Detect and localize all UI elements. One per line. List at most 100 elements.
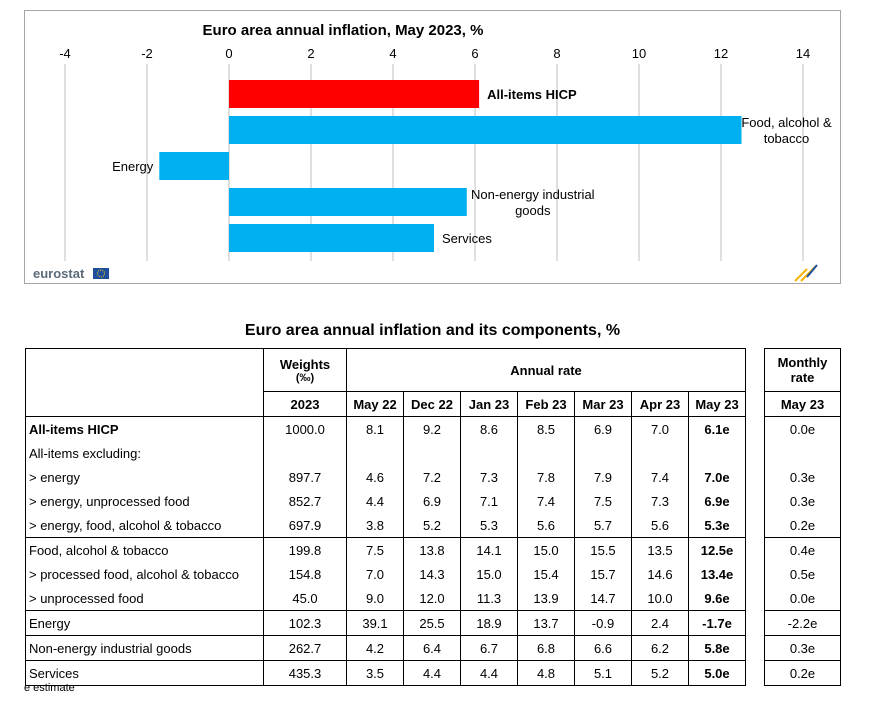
rate-cell: 4.4 [460,660,518,686]
table-row: > energy, unprocessed food 852.7 4.4 6.9 7.1… [25,489,746,513]
rate-cell: 14.3 [403,562,461,586]
rate-cell: 6.1e [688,416,746,441]
monthly-row: 0.2e [764,513,841,538]
rate-cell: 5.8e [688,635,746,661]
rate-cell: 14.6 [631,562,689,586]
monthly-cell: 0.5e [764,562,841,586]
rate-cell: 5.0e [688,660,746,686]
rate-cell: 15.5 [574,537,632,562]
header-blank [25,348,264,417]
header-period: May 23 [688,391,746,417]
weight-cell: 897.7 [263,465,347,489]
weight-cell: 262.7 [263,635,347,661]
weight-cell: 45.0 [263,586,347,611]
rate-cell: 3.5 [346,660,404,686]
footnote: e estimate [24,682,75,694]
rate-cell: -0.9 [574,610,632,636]
header-monthly-rate: Monthly rate [764,348,841,392]
table-row: > energy, food, alcohol & tobacco 697.9 3.… [25,513,746,538]
weight-cell: 435.3 [263,660,347,686]
weight-cell: 102.3 [263,610,347,636]
bar [229,116,742,144]
rate-cell: 7.0 [365,566,385,582]
header-period: Mar 23 [574,391,632,417]
rate-cell: 6.6 [574,635,632,661]
rate-cell [574,441,632,465]
table-row: > unprocessed food 45.0 9.0 12.0 11.3 13.9 14.… [25,586,746,611]
header-monthly-period: May 23 [764,391,841,417]
bar [159,152,229,180]
rate-cell: 15.0 [460,562,518,586]
rate-cell: 8.5 [517,416,575,441]
chart-frame: Euro area annual inflation, May 2023, % -… [24,10,841,284]
rate-cell: 13.7 [517,610,575,636]
rate-cell: 6.4 [403,635,461,661]
rate-cell: 13.9 [517,586,575,611]
eu-flag-icon [93,268,109,279]
rate-cell: 9.6e [688,586,746,611]
bar-label: Food, alcohol & [741,115,832,130]
rate-cell: 2.4 [631,610,689,636]
header-weights-year: 2023 [263,391,347,417]
weight-cell: 852.7 [263,489,347,513]
eurostat-logo: eurostat [33,266,85,281]
tick-label: 10 [632,46,646,61]
monthly-cell: 0.4e [764,537,841,562]
rate-cell: 7.0 [631,416,689,441]
monthly-row: -2.2e [764,610,841,636]
monthly-row: 0.3e [764,635,841,661]
rate-cell: 7.1 [460,489,518,513]
rate-cell: 4.4 [403,660,461,686]
header-period: Jan 23 [460,391,518,417]
monthly-row [764,441,841,465]
rate-cell: 7.9 [574,465,632,489]
rate-cell: 13.5 [631,537,689,562]
row-label: Services [25,660,264,686]
table-row: Energy 102.3 39.1 25.5 18.9 13.7 -0.9 2.4 -1.7e [25,610,746,636]
rate-cell [688,441,746,465]
rate-cell: 6.2 [631,635,689,661]
rate-cell: 5.7 [574,513,632,538]
monthly-row: 0.5e [764,562,841,586]
row-label: > energy, unprocessed food [25,489,264,513]
row-label: All-items HICP [25,416,264,441]
bar [229,188,467,216]
rate-cell: 6.9 [574,416,632,441]
rate-cell: 14.7 [574,586,632,611]
eu-stars-icon [97,269,105,278]
rate-cell: 5.1 [574,660,632,686]
header-period: May 22 [346,391,404,417]
bar-label: All-items HICP [487,87,577,102]
rate-cell: 13.8 [403,537,461,562]
row-label: Food, alcohol & tobacco [25,537,264,562]
table-row: > energy 897.7 4.6 7.2 7.3 7.8 7.9 7.4 7.0e [25,465,746,489]
row-label: Energy [25,610,264,636]
weight-cell: 199.8 [263,537,347,562]
rate-cell: 18.9 [460,610,518,636]
monthly-cell: 0.0e [764,586,841,611]
monthly-cell: 0.3e [764,489,841,513]
table-row: Non-energy industrial goods 262.7 4.2 6.4 6.… [25,635,746,661]
bar [229,80,480,108]
rate-cell: 14.1 [460,537,518,562]
rate-cell: 5.6 [631,513,689,538]
rate-cell: 15.7 [574,562,632,586]
tick-label: 6 [471,46,478,61]
rate-cell: 5.2 [631,660,689,686]
table-row: Food, alcohol & tobacco 199.8 7.5 13.8 14.1 1… [25,537,746,562]
rate-cell: 9.2 [403,416,461,441]
rate-cell: 6.9e [688,489,746,513]
rate-cell: 8.6 [460,416,518,441]
rate-cell: 5.3 [460,513,518,538]
tick-label: -4 [59,46,71,61]
tick-label: 4 [389,46,396,61]
bar-label: Non-energy industrial [471,187,595,202]
header-weights-label: Weights [279,356,331,372]
rate-cell [631,441,689,465]
inflation-table: Weights (‰) Annual rate 2023 May 22 Dec 2… [25,348,746,686]
header-period: Dec 22 [403,391,461,417]
row-label: > unprocessed food [25,586,264,611]
rate-cell: 7.2 [403,465,461,489]
rate-cell [460,441,518,465]
tick-label: 0 [225,46,232,61]
